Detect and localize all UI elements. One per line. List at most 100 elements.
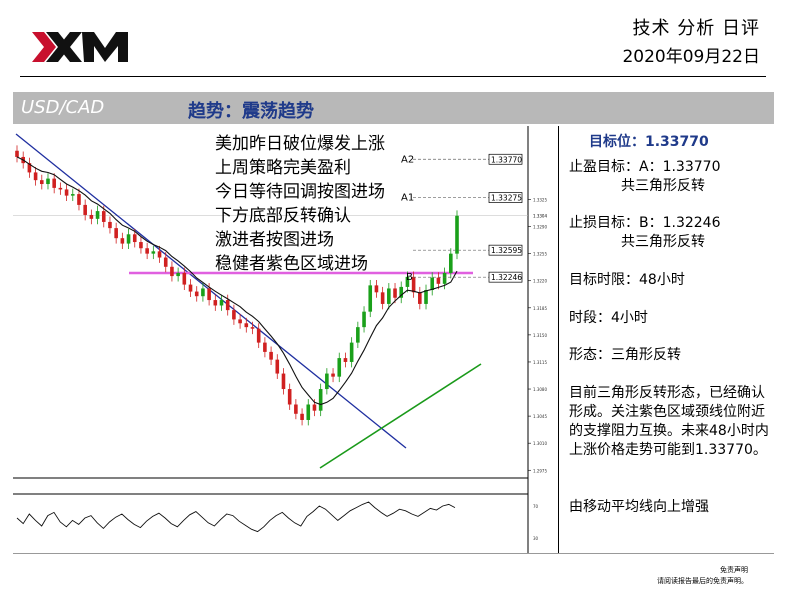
note-line: 上周策略完美盈利	[215, 158, 351, 178]
candle-body	[163, 257, 168, 267]
candle-body	[306, 404, 311, 420]
candle-body	[83, 204, 87, 215]
candle-body	[424, 290, 428, 304]
analysis-sidebar: 目标位：1.33770 止盈目标：A：1.33770 共三角形反转 止损目标：B…	[558, 126, 775, 554]
y-tick-label: 1.3150	[533, 333, 547, 338]
y-tick-label: 1.3185	[533, 306, 547, 311]
descending-trendline	[15, 133, 407, 449]
candle-body	[318, 389, 323, 411]
trend-label: 趋势：震荡趋势	[188, 101, 314, 122]
candle-body	[281, 373, 286, 390]
candle-body	[275, 359, 280, 374]
take-profit-block: 止盈目标：A：1.33770 共三角形反转	[569, 158, 720, 196]
candle-body	[411, 276, 416, 293]
level-name: B	[406, 272, 413, 283]
candle-body	[393, 288, 397, 298]
pattern-shape: 形态：三角形反转	[569, 347, 681, 363]
candle-body	[157, 251, 162, 258]
level-price: 1.33275	[491, 194, 522, 203]
candle-body	[430, 277, 435, 291]
oscillator-tick-label: 30	[533, 536, 539, 541]
level-price: 1.32595	[491, 246, 522, 255]
oscillator-line	[16, 501, 456, 533]
price-chart-panel: 1.3325 1.3290 1.3255 1.3220 1.3185 1.3150 1.31…	[13, 126, 554, 554]
candle-body	[194, 291, 199, 297]
candle-body	[368, 285, 373, 312]
candle-body	[108, 221, 112, 229]
candle-body	[145, 248, 149, 254]
level-price-box	[488, 192, 523, 203]
candle-body	[126, 234, 131, 244]
level-price: 1.32246	[491, 273, 522, 282]
candle-body	[374, 285, 379, 293]
candle-body	[294, 404, 298, 414]
candle-body	[238, 319, 242, 324]
level-name: A1	[401, 193, 414, 204]
candle-body	[343, 358, 348, 362]
report-header: 技术 分析 日评 2020年09月22日	[622, 14, 760, 67]
candle-body	[58, 187, 63, 190]
chart-period: 时段：4小时	[569, 310, 648, 326]
candle-body	[207, 288, 211, 301]
moving-average-line	[16, 156, 458, 406]
candle-body	[114, 228, 118, 239]
header-divider	[20, 76, 766, 77]
report-date: 2020年09月22日	[622, 47, 760, 67]
candle-body	[132, 234, 137, 243]
candle-body	[362, 311, 366, 328]
level-price-box	[488, 244, 523, 256]
stop-loss-block: 止损目标：B：1.32246 共三角形反转	[569, 214, 721, 252]
candle-body	[33, 172, 38, 181]
note-line: 今日等待回调按图进场	[215, 182, 385, 202]
y-tick-label: 1.3290	[533, 225, 547, 230]
candle-body	[232, 310, 236, 320]
candle-body	[46, 178, 50, 185]
target-value: 1.33770	[645, 134, 709, 150]
y-tick-label: 1.3325	[533, 197, 547, 202]
candle-body	[182, 272, 187, 285]
candle-body	[39, 180, 44, 185]
note-line: 美加昨日破位爆发上涨	[215, 134, 385, 154]
currency-pair: USD/CAD	[21, 97, 105, 118]
disclaimer-title: 免责声明	[720, 566, 748, 574]
candle-body	[337, 358, 342, 377]
target-timeframe: 目标时限：48小时	[569, 272, 685, 288]
candle-body	[89, 214, 94, 219]
candle-body	[176, 272, 180, 277]
y-tick-label: 1.3010	[533, 441, 547, 446]
target-label: 目标位：	[589, 134, 645, 150]
candle-body	[95, 211, 100, 219]
xm-logo	[32, 32, 128, 62]
candle-body	[263, 342, 267, 352]
candle-body	[15, 150, 19, 157]
candle-body	[244, 323, 249, 328]
target-heading: 目标位：1.33770	[589, 131, 709, 151]
level-price: 1.33770	[491, 155, 522, 164]
candle-body	[201, 288, 205, 297]
y-tick-label: 1.2975	[533, 468, 547, 473]
candle-body	[139, 242, 143, 249]
take-profit-label: 止盈目标：A：1.33770	[569, 159, 721, 175]
candle-body	[101, 211, 106, 222]
candle-body	[442, 272, 447, 284]
disclaimer-text: 请阅读报告最后的免责声明。	[657, 577, 748, 585]
candle-body	[300, 413, 304, 420]
candle-body	[64, 189, 69, 196]
candle-body	[356, 327, 360, 343]
y-tick-label: 1.3115	[533, 360, 547, 365]
candle-body	[387, 288, 391, 304]
y-tick-label: 1.3045	[533, 414, 547, 419]
level-price-box	[488, 153, 523, 165]
candle-body	[151, 251, 156, 254]
candle-body	[170, 266, 174, 277]
ma-note: 由移动平均线向上增强	[569, 499, 709, 515]
strategy-notes: 美加昨日破位爆发上涨 上周策略完美盈利 今日等待回调按图进场 下方底部反转确认 …	[215, 132, 385, 276]
note-line: 稳健者紫色区域进场	[215, 254, 368, 274]
candle-body	[405, 276, 410, 287]
disclaimer: 免责声明 请阅读报告最后的免责声明。	[657, 565, 748, 587]
candle-body	[436, 277, 441, 284]
note-line: 下方底部反转确认	[215, 206, 351, 226]
level-name: A2	[401, 154, 414, 165]
candle-body	[449, 253, 453, 273]
note-line: 激进者按图进场	[215, 230, 334, 250]
